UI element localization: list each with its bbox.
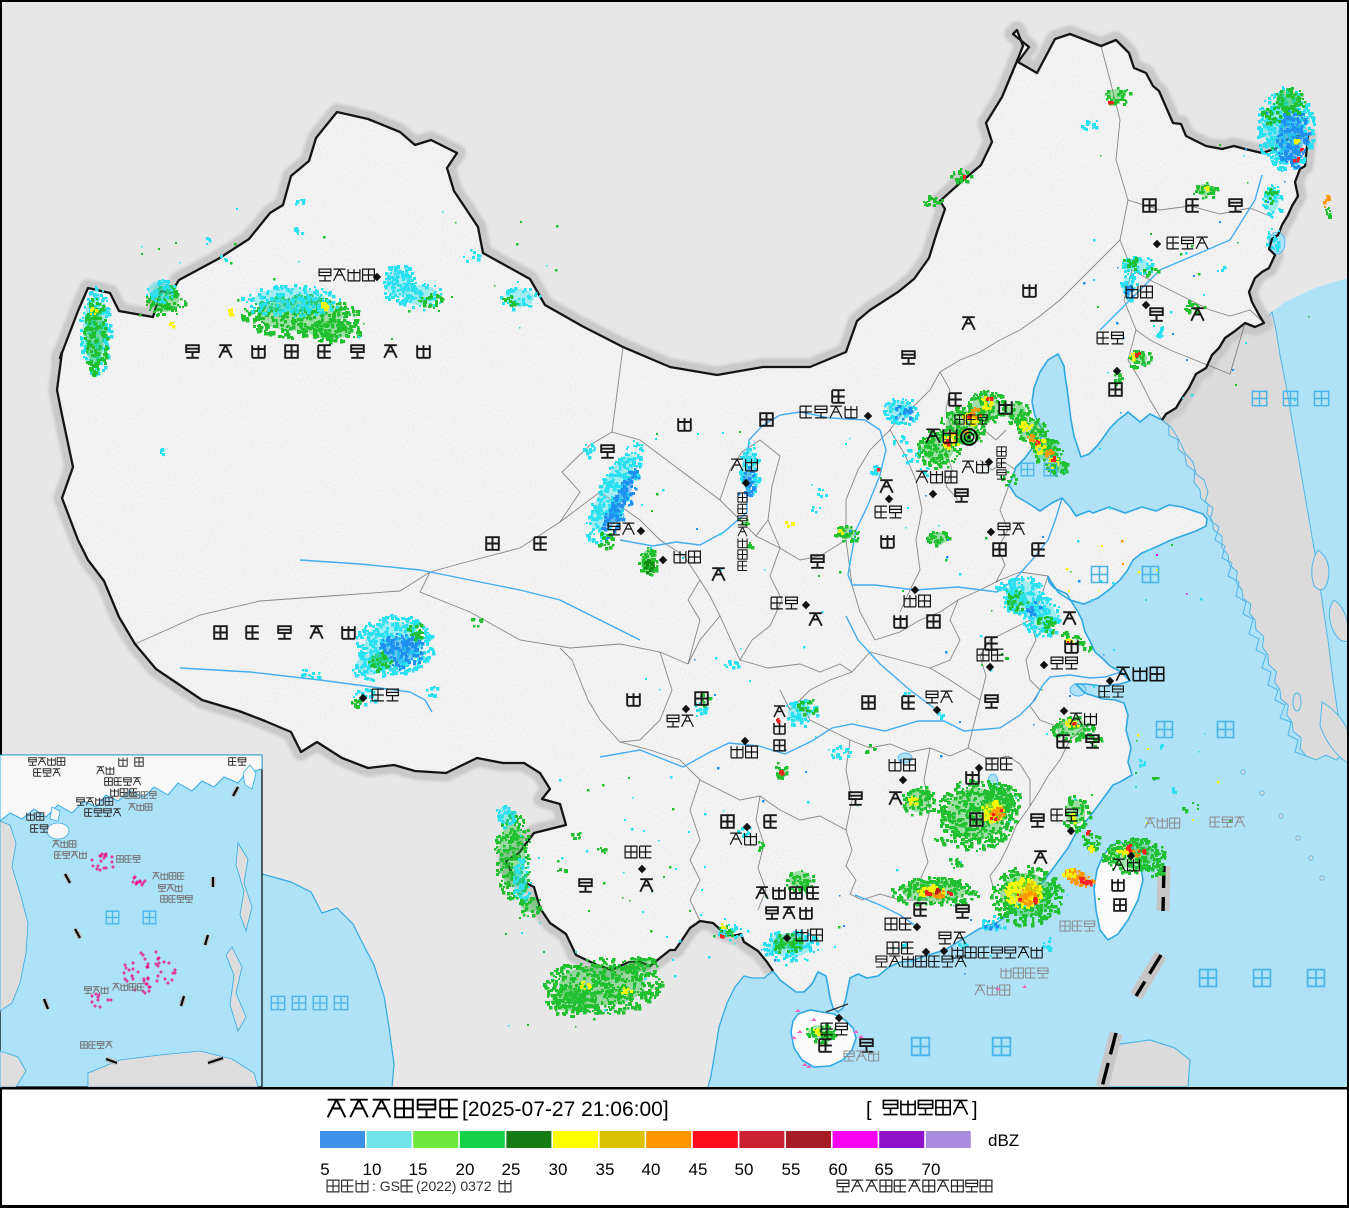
svg-text:65: 65 <box>875 1160 894 1179</box>
svg-text:60: 60 <box>829 1160 848 1179</box>
svg-text:55: 55 <box>782 1160 801 1179</box>
svg-text:5: 5 <box>320 1160 329 1179</box>
svg-text:(2022) 0372: (2022) 0372 <box>416 1178 492 1194</box>
svg-text:10: 10 <box>363 1160 382 1179</box>
svg-text:: GS: : GS <box>372 1178 400 1194</box>
svg-text:50: 50 <box>735 1160 754 1179</box>
svg-text:]: ] <box>972 1099 978 1121</box>
svg-text:[: [ <box>866 1099 872 1121</box>
svg-text:40: 40 <box>642 1160 661 1179</box>
svg-text:35: 35 <box>596 1160 615 1179</box>
svg-text:25: 25 <box>502 1160 521 1179</box>
svg-text:[2025-07-27 21:06:00]: [2025-07-27 21:06:00] <box>462 1098 669 1121</box>
svg-text:30: 30 <box>549 1160 568 1179</box>
svg-text:70: 70 <box>922 1160 941 1179</box>
svg-text:15: 15 <box>409 1160 428 1179</box>
svg-text:dBZ: dBZ <box>988 1131 1019 1150</box>
svg-text:45: 45 <box>689 1160 708 1179</box>
svg-text:20: 20 <box>456 1160 475 1179</box>
